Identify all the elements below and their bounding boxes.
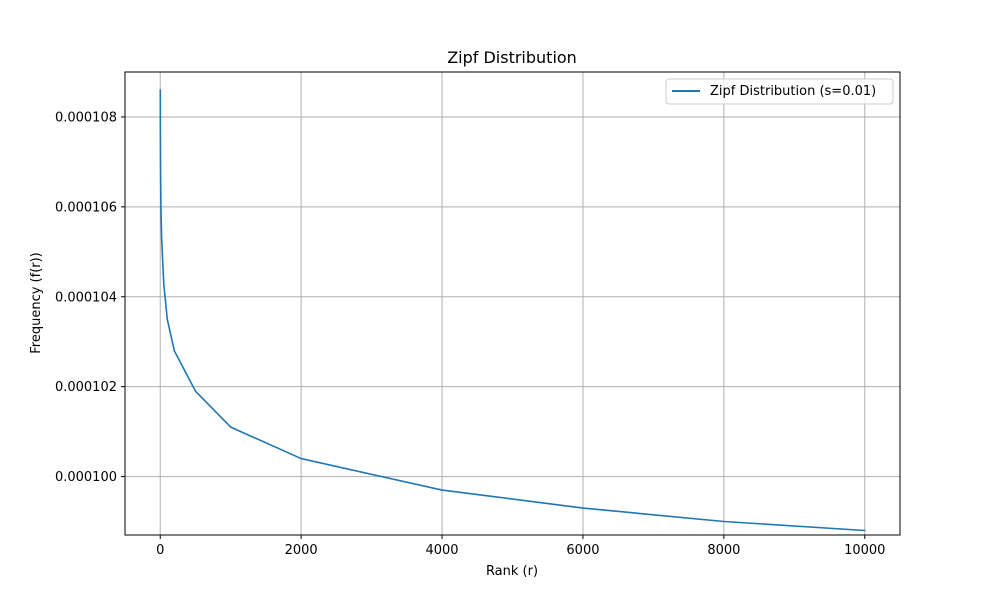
- y-axis-title: Frequency (f(r)): [29, 252, 44, 354]
- y-tick-label: 0.000102: [55, 380, 117, 395]
- grid-lines: [125, 72, 900, 535]
- chart-title: Zipf Distribution: [447, 48, 577, 67]
- y-tick-label: 0.000104: [55, 290, 117, 305]
- legend: Zipf Distribution (s=0.01): [665, 78, 894, 105]
- x-tick-label: 4000: [425, 543, 458, 558]
- x-tick-label: 10000: [844, 543, 885, 558]
- x-axis-ticks: 0 2000 4000 6000 8000 10000: [156, 535, 885, 558]
- series-line-0: [159, 89, 866, 532]
- x-tick-label: 8000: [707, 543, 740, 558]
- y-tick-label: 0.000100: [55, 470, 117, 485]
- y-axis-ticks: 0.000100 0.000102 0.000104 0.000106 0.000108: [55, 110, 125, 485]
- plot-area: [159, 89, 866, 532]
- x-axis-title: Rank (r): [486, 564, 538, 579]
- y-tick-label: 0.000106: [55, 200, 117, 215]
- x-tick-label: 0: [156, 543, 164, 558]
- axes-frame: [124, 71, 901, 536]
- legend-label: Zipf Distribution (s=0.01): [710, 84, 876, 99]
- x-tick-label: 6000: [566, 543, 599, 558]
- y-tick-label: 0.000108: [55, 110, 117, 125]
- legend-box: [665, 78, 894, 105]
- x-tick-label: 2000: [285, 543, 318, 558]
